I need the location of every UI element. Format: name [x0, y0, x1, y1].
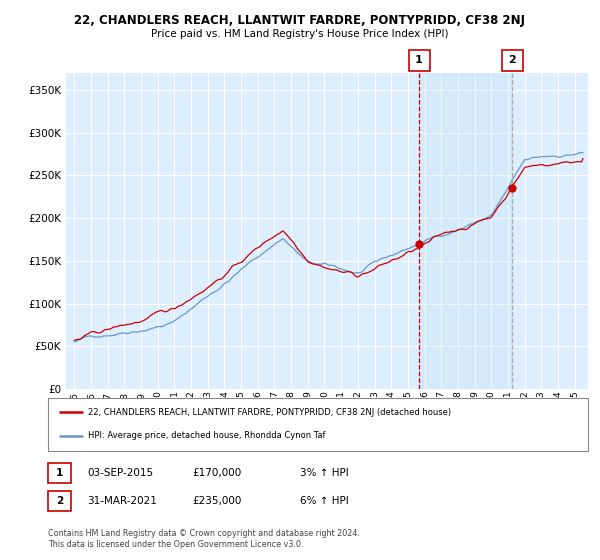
- Text: 6% ↑ HPI: 6% ↑ HPI: [300, 496, 349, 506]
- Text: 31-MAR-2021: 31-MAR-2021: [87, 496, 157, 506]
- Text: 2: 2: [56, 496, 63, 506]
- Text: 2: 2: [508, 55, 516, 66]
- Text: £235,000: £235,000: [192, 496, 241, 506]
- Text: 22, CHANDLERS REACH, LLANTWIT FARDRE, PONTYPRIDD, CF38 2NJ: 22, CHANDLERS REACH, LLANTWIT FARDRE, PO…: [74, 14, 526, 27]
- Text: 1: 1: [56, 468, 63, 478]
- Text: 22, CHANDLERS REACH, LLANTWIT FARDRE, PONTYPRIDD, CF38 2NJ (detached house): 22, CHANDLERS REACH, LLANTWIT FARDRE, PO…: [89, 408, 452, 417]
- Text: HPI: Average price, detached house, Rhondda Cynon Taf: HPI: Average price, detached house, Rhon…: [89, 431, 326, 440]
- Text: Price paid vs. HM Land Registry's House Price Index (HPI): Price paid vs. HM Land Registry's House …: [151, 29, 449, 39]
- Text: 03-SEP-2015: 03-SEP-2015: [87, 468, 153, 478]
- Bar: [419, 73, 512, 389]
- Text: Contains HM Land Registry data © Crown copyright and database right 2024.
This d: Contains HM Land Registry data © Crown c…: [48, 529, 360, 549]
- Text: 1: 1: [415, 55, 423, 66]
- Text: £170,000: £170,000: [192, 468, 241, 478]
- Text: 3% ↑ HPI: 3% ↑ HPI: [300, 468, 349, 478]
